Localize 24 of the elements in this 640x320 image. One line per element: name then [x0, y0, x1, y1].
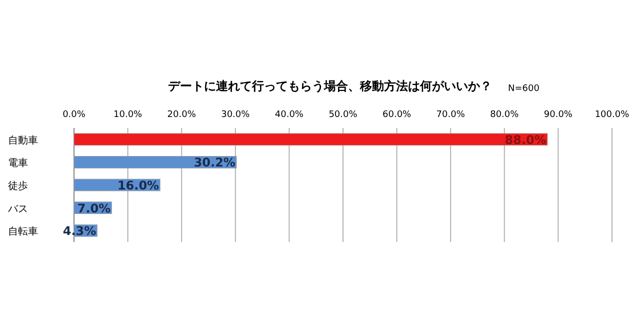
- y-tick-label: バス: [7, 204, 28, 215]
- bar: [74, 156, 237, 168]
- x-tick-label: 60.0%: [382, 110, 412, 120]
- x-tick-label: 20.0%: [167, 110, 196, 120]
- x-tick-label: 70.0%: [436, 110, 466, 120]
- data-label: 30.2%: [194, 156, 236, 170]
- x-tick-label: 30.0%: [221, 110, 250, 120]
- x-tick-label: 10.0%: [114, 110, 143, 120]
- x-tick-label: 0.0%: [62, 110, 86, 120]
- x-tick-label: 80.0%: [490, 110, 520, 120]
- bar: [74, 133, 548, 146]
- data-label: 7.0%: [77, 201, 111, 216]
- y-tick-label: 自動車: [8, 134, 38, 146]
- x-tick-label: 40.0%: [274, 110, 304, 120]
- y-tick-label: 自転車: [8, 226, 38, 238]
- x-tick-label: 100.0%: [594, 110, 630, 120]
- data-label: 88.0%: [504, 132, 546, 147]
- y-tick-label: 電車: [8, 157, 28, 170]
- data-label: 16.0%: [117, 178, 160, 192]
- y-tick-label: 徒歩: [8, 180, 28, 192]
- x-tick-label: 50.0%: [328, 110, 358, 120]
- text: N=600: [508, 84, 540, 94]
- chart-title: デートに連れて行ってもらう場合、移動方法は何がいいか？: [168, 79, 492, 93]
- x-tick-label: 90.0%: [544, 110, 573, 120]
